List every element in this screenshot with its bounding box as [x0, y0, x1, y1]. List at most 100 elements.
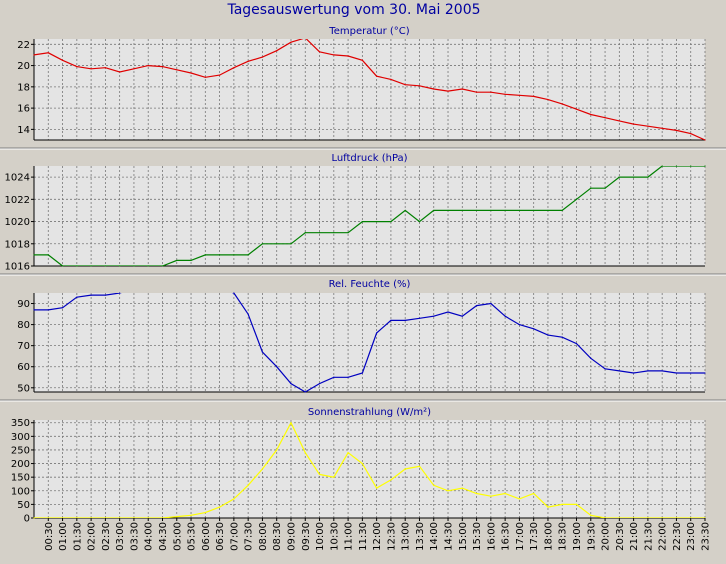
x-tick-label: 16:30 [501, 522, 512, 551]
humidity-y-tick-label: 80 [17, 320, 30, 331]
humidity-data-point [333, 376, 335, 378]
temperature-data-point [47, 52, 49, 54]
humidity-data-point [318, 382, 321, 385]
x-tick-label: 03:00 [115, 522, 126, 551]
humidity-plot-area [34, 293, 705, 392]
x-tick-label: 02:30 [101, 522, 112, 551]
x-tick-label: 22:30 [672, 522, 683, 551]
solar-data-point [33, 517, 35, 519]
temperature-data-point [161, 66, 164, 68]
pressure-data-point [533, 209, 535, 212]
temperature-data-point [90, 68, 92, 70]
temperature-data-point [447, 90, 449, 92]
solar-data-point [475, 492, 478, 495]
pressure-data-point [161, 265, 164, 267]
pressure-data-point [104, 265, 106, 267]
x-tick-label: 14:00 [429, 522, 440, 551]
temperature-data-point [61, 59, 64, 61]
temperature-plot-area [34, 39, 705, 140]
solar-data-point [518, 498, 521, 500]
temperature-data-point [133, 68, 135, 70]
temperature-data-point [490, 91, 492, 93]
pressure-y-tick-label: 1016 [5, 262, 30, 273]
x-tick-label: 15:30 [472, 522, 483, 551]
humidity-chart-title: Rel. Feuchte (%) [329, 279, 411, 290]
solar-data-point [418, 465, 421, 467]
humidity-y-tick-label: 70 [17, 341, 30, 352]
x-tick-label: 13:30 [415, 522, 426, 551]
humidity-data-point [61, 307, 64, 309]
solar-data-point [318, 473, 321, 476]
pressure-data-point [561, 209, 563, 212]
pressure-data-point [418, 220, 421, 223]
x-tick-label: 19:30 [586, 522, 597, 551]
pressure-data-point [119, 265, 121, 267]
pressure-data-point [376, 220, 378, 223]
temperature-data-point [233, 67, 235, 69]
pressure-data-point [190, 259, 192, 262]
humidity-data-point [661, 370, 663, 372]
pressure-data-point [575, 198, 578, 200]
temperature-data-point [618, 120, 620, 122]
solar-y-tick-label: 250 [11, 445, 30, 456]
humidity-data-point [490, 302, 492, 305]
pressure-data-point [247, 254, 249, 256]
temperature-data-point [475, 91, 478, 93]
pressure-data-point [147, 265, 149, 267]
temperature-data-point [433, 88, 435, 90]
x-tick-label: 08:30 [272, 522, 283, 551]
x-tick-label: 21:00 [629, 522, 640, 551]
solar-y-tick-label: 300 [11, 432, 30, 443]
pressure-data-point [447, 209, 449, 212]
solar-data-point [304, 452, 306, 454]
pressure-chart-title: Luftdruck (hPa) [331, 153, 407, 164]
x-tick-label: 22:00 [658, 522, 669, 551]
pressure-data-point [590, 187, 592, 189]
humidity-data-point [390, 319, 392, 321]
solar-y-tick-label: 150 [11, 473, 30, 484]
solar-data-point [247, 484, 249, 486]
pressure-y-tick-label: 1018 [5, 239, 30, 250]
x-tick-label: 05:00 [172, 522, 183, 551]
solar-chart: Sonnenstrahlung (W/m²) 0 50 100 150 200 250 300… [11, 407, 706, 525]
solar-y-tick-label: 350 [11, 418, 30, 429]
solar-data-point [376, 487, 378, 489]
humidity-data-point [633, 372, 635, 374]
humidity-data-point [504, 315, 506, 317]
humidity-chart: Rel. Feuchte (%) 50 60 70 80 90 [17, 279, 706, 394]
temperature-data-point [661, 127, 663, 129]
solar-data-point [547, 506, 549, 508]
solar-y-tick-label: 100 [11, 486, 30, 497]
humidity-data-point [47, 309, 49, 311]
solar-data-point [404, 468, 406, 470]
temperature-data-point [318, 51, 321, 53]
x-tick-label: 04:30 [158, 522, 169, 551]
solar-data-point [218, 506, 221, 508]
pressure-data-point [661, 165, 663, 167]
page-title: Tagesauswertung vom 30. Mai 2005 [226, 2, 480, 18]
pressure-data-point [333, 232, 335, 234]
solar-data-point [575, 503, 578, 505]
solar-y-tick-label: 0 [24, 514, 30, 525]
temperature-data-point [533, 95, 535, 98]
x-tick-label: 07:00 [229, 522, 240, 551]
x-tick-label: 01:00 [58, 522, 69, 551]
x-tick-label: 01:30 [72, 522, 83, 551]
humidity-data-point [404, 319, 406, 321]
humidity-series-line [34, 293, 705, 392]
humidity-data-point [461, 315, 463, 317]
solar-data-point [447, 490, 449, 492]
pressure-data-point [547, 209, 549, 212]
x-tick-label: 10:30 [329, 522, 340, 551]
x-tick-label: 09:30 [301, 522, 312, 551]
temperature-data-point [218, 74, 221, 76]
pressure-data-point [618, 176, 620, 178]
pressure-data-point [233, 254, 235, 256]
humidity-data-point [447, 311, 449, 313]
humidity-data-point [590, 357, 592, 359]
temperature-y-tick-label: 16 [17, 104, 30, 115]
pressure-y-tick-label: 1020 [5, 217, 30, 228]
pressure-data-point [47, 254, 49, 256]
pressure-data-point [518, 209, 521, 212]
humidity-data-point [33, 309, 35, 311]
